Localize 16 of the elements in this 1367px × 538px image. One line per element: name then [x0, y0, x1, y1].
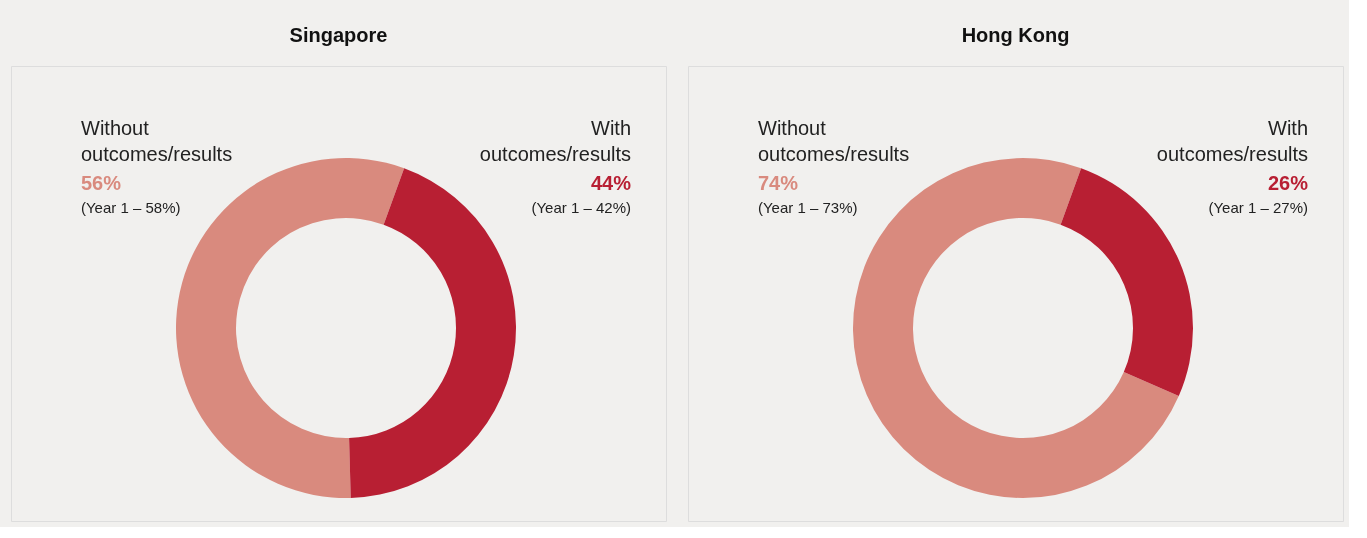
chart-title: Singapore	[289, 24, 388, 46]
data-label: 56%	[81, 172, 122, 194]
text: (Year 1 – 27%)	[1208, 199, 1308, 216]
text: (Year 1 – 73%)	[758, 199, 858, 216]
slice-label: With outcomes/results	[1156, 117, 1308, 165]
data-label: 26%	[1267, 172, 1309, 194]
slice-label: With outcomes/results	[479, 117, 631, 165]
data-label: 44%	[590, 172, 632, 194]
data-label: 74%	[758, 172, 799, 194]
chart-title: Hong Kong	[961, 24, 1070, 46]
slice-label: Without outcomes/results	[758, 117, 910, 165]
slice-label: Without outcomes/results	[81, 117, 233, 165]
text: (Year 1 – 42%)	[531, 199, 631, 216]
donut-slice	[349, 168, 516, 498]
text: (Year 1 – 58%)	[81, 199, 181, 216]
donut-slice	[1060, 168, 1193, 397]
